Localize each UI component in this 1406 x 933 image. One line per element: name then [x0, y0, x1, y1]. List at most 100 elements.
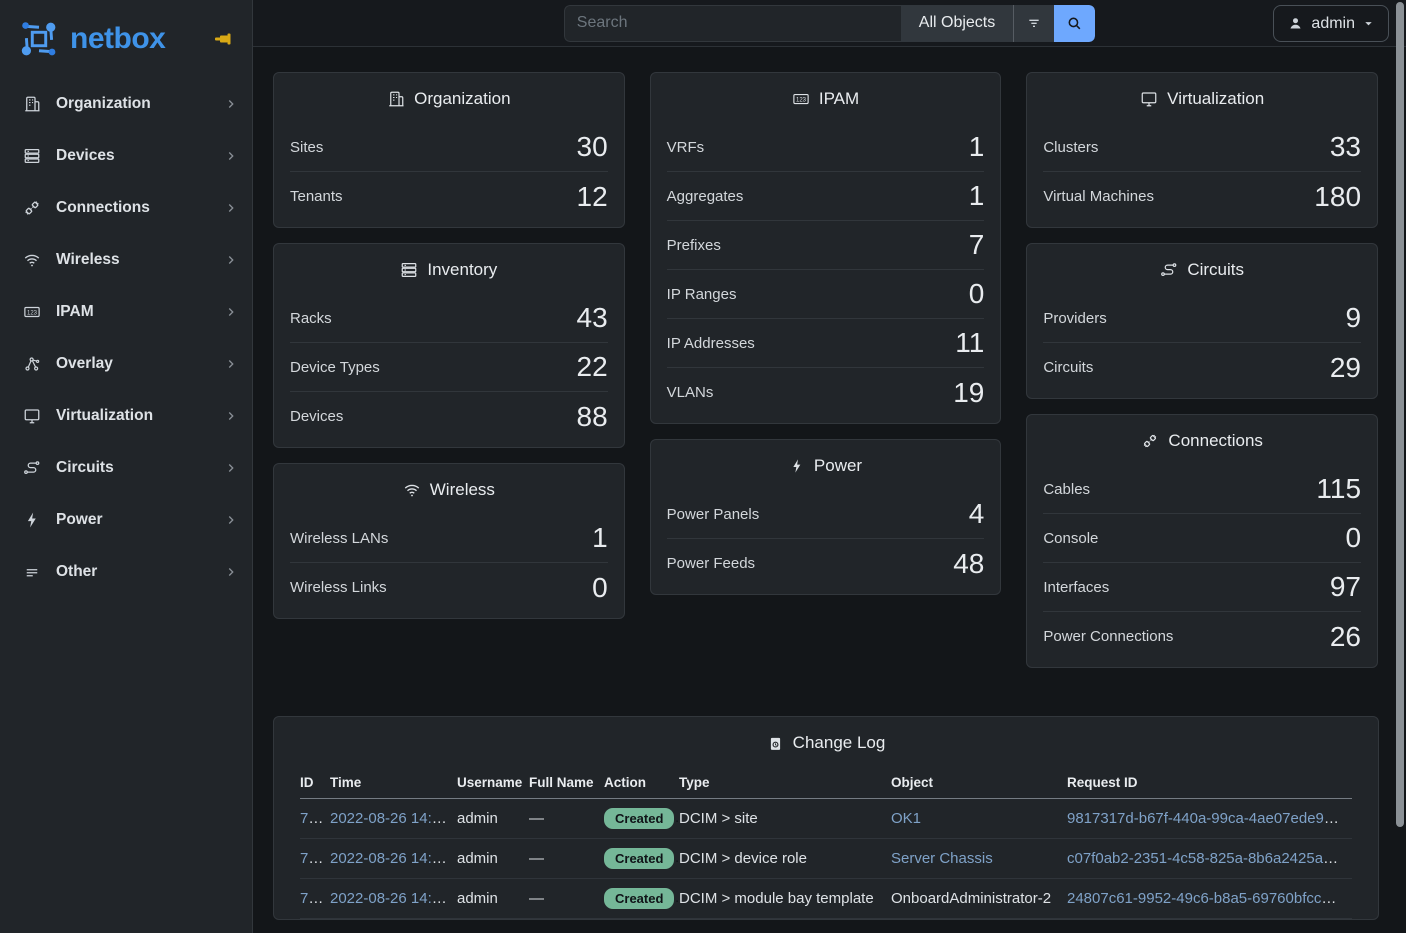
user-menu-button[interactable]: admin: [1273, 5, 1389, 42]
search-submit-button[interactable]: [1054, 4, 1096, 42]
lines-icon: [22, 563, 42, 581]
stat-label: VRFs: [666, 138, 705, 156]
pin-sidebar-button[interactable]: [212, 28, 236, 50]
change-id-link[interactable]: 755: [300, 810, 326, 827]
sidebar-item-label: IPAM: [56, 303, 94, 320]
chevron-right-icon: [224, 305, 238, 319]
stat-value[interactable]: 1: [592, 522, 608, 553]
sidebar-item-circuits[interactable]: Circuits: [0, 442, 252, 494]
server-icon: [400, 261, 418, 279]
sidebar-item-ipam[interactable]: 123 IPAM: [0, 286, 252, 338]
stat-label: Console: [1043, 529, 1099, 547]
action-badge: Created: [604, 808, 675, 829]
sidebar-item-wireless[interactable]: Wireless: [0, 234, 252, 286]
sidebar-item-devices[interactable]: Devices: [0, 130, 252, 182]
object-link[interactable]: OK1: [891, 810, 922, 827]
person-icon: [1288, 16, 1303, 31]
card-changelog: Change Log ID Time Username Full Name Ac…: [273, 716, 1379, 920]
search-input[interactable]: [563, 4, 901, 42]
stat-label: Providers: [1043, 309, 1107, 327]
card-connections: Connections Cables 115 Console 0 Interfa…: [1026, 414, 1379, 668]
attachment-icon: [1141, 432, 1159, 450]
chevron-right-icon: [224, 201, 238, 215]
building-icon: [387, 90, 405, 108]
stat-value[interactable]: 22: [576, 351, 608, 382]
stat-row: Tenants 12: [290, 172, 608, 221]
stat-value[interactable]: 33: [1329, 131, 1362, 162]
change-time-link[interactable]: 2022-08-26 14:22: [330, 810, 449, 827]
search-scope-dropdown[interactable]: All Objects: [900, 4, 1014, 42]
change-id-link[interactable]: 754: [300, 850, 326, 867]
sidebar-item-power[interactable]: Power: [0, 494, 252, 546]
stat-value[interactable]: 12: [576, 180, 608, 212]
stat-value[interactable]: 19: [953, 376, 985, 408]
caret-down-icon: [1363, 18, 1374, 29]
stat-label: VLANs: [666, 384, 714, 401]
chevron-right-icon: [224, 253, 238, 267]
sidebar-item-overlay[interactable]: Overlay: [0, 338, 252, 390]
stat-value[interactable]: 29: [1329, 351, 1362, 383]
scrollbar[interactable]: [1396, 2, 1404, 827]
stat-value[interactable]: 1: [968, 180, 985, 211]
change-time-link[interactable]: 2022-08-26 14:15: [330, 890, 449, 907]
search-icon: [1066, 15, 1083, 32]
object-link[interactable]: Server Chassis: [891, 850, 993, 867]
stat-value[interactable]: 30: [576, 131, 608, 162]
cell-time: 2022-08-26 14:22: [330, 798, 457, 839]
sidebar-item-other[interactable]: Other: [0, 546, 252, 598]
changelog-row: 755 2022-08-26 14:22 admin — Created DCI…: [300, 798, 1352, 839]
change-time-link[interactable]: 2022-08-26 14:17: [330, 850, 449, 867]
stat-label: Tenants: [290, 188, 343, 205]
stat-label: Virtual Machines: [1043, 188, 1154, 205]
stat-value[interactable]: 0: [1345, 522, 1362, 553]
card-title: Change Log: [792, 733, 886, 752]
stat-row: Device Types 22: [290, 343, 608, 392]
stat-value[interactable]: 11: [955, 327, 985, 358]
stat-value[interactable]: 43: [576, 302, 608, 333]
stat-value[interactable]: 0: [968, 278, 985, 309]
sidebar-item-organization[interactable]: Organization: [0, 78, 252, 130]
cell-id: 753: [300, 878, 330, 919]
username: admin: [1311, 14, 1355, 32]
cell-fullname: —: [529, 878, 604, 919]
request-id-link[interactable]: 9817317d-b67f-440a-99ca-4ae07ede94df: [1067, 810, 1345, 827]
stat-value[interactable]: 1: [968, 131, 985, 162]
counter-icon: 123: [22, 303, 42, 321]
cell-time: 2022-08-26 14:17: [330, 838, 457, 879]
stat-value[interactable]: 0: [592, 571, 608, 603]
card-wireless: Wireless Wireless LANs 1 Wireless Links …: [273, 463, 625, 619]
server-icon: [22, 147, 42, 165]
stat-value[interactable]: 180: [1314, 180, 1362, 212]
changelog-row: 753 2022-08-26 14:15 admin — Created DCI…: [300, 878, 1352, 919]
sidebar-item-label: Devices: [56, 147, 115, 164]
pin-icon: [214, 30, 234, 48]
request-id-link[interactable]: c07f0ab2-2351-4c58-825a-8b6a2425a1ab: [1067, 850, 1349, 867]
plug-icon: [22, 199, 42, 217]
request-id-link[interactable]: 24807c61-9952-49c6-b8a5-69760bfcc4b3: [1067, 890, 1347, 907]
stat-row: Clusters 33: [1043, 123, 1362, 172]
stat-value[interactable]: 9: [1345, 302, 1362, 333]
stat-value[interactable]: 48: [953, 547, 985, 579]
changelog-row: 754 2022-08-26 14:17 admin — Created DCI…: [300, 838, 1352, 879]
stat-label: Sites: [290, 138, 324, 156]
change-id-link[interactable]: 753: [300, 890, 326, 907]
card-title: Circuits: [1187, 260, 1245, 279]
sidebar-item-virtualization[interactable]: Virtualization: [0, 390, 252, 442]
stat-value[interactable]: 97: [1329, 571, 1362, 602]
chevron-right-icon: [224, 461, 238, 475]
sidebar-item-connections[interactable]: Connections: [0, 182, 252, 234]
stat-row: Virtual Machines 180: [1043, 172, 1361, 221]
sidebar-item-label: Wireless: [56, 251, 120, 268]
stat-row: Prefixes 7: [666, 221, 985, 270]
history-icon: [767, 735, 784, 752]
stat-value[interactable]: 7: [968, 229, 985, 260]
stat-label: Circuits: [1043, 359, 1094, 376]
cell-requestid: 24807c61-9952-49c6-b8a5-69760bfcc4b3: [1067, 878, 1352, 919]
stat-value[interactable]: 115: [1316, 473, 1362, 504]
filter-button[interactable]: [1013, 4, 1055, 42]
stat-value[interactable]: 88: [576, 400, 608, 432]
stat-value[interactable]: 4: [968, 498, 985, 529]
stat-value[interactable]: 26: [1329, 620, 1362, 652]
svg-text:123: 123: [27, 310, 38, 316]
cell-type: DCIM > module bay template: [679, 878, 891, 919]
